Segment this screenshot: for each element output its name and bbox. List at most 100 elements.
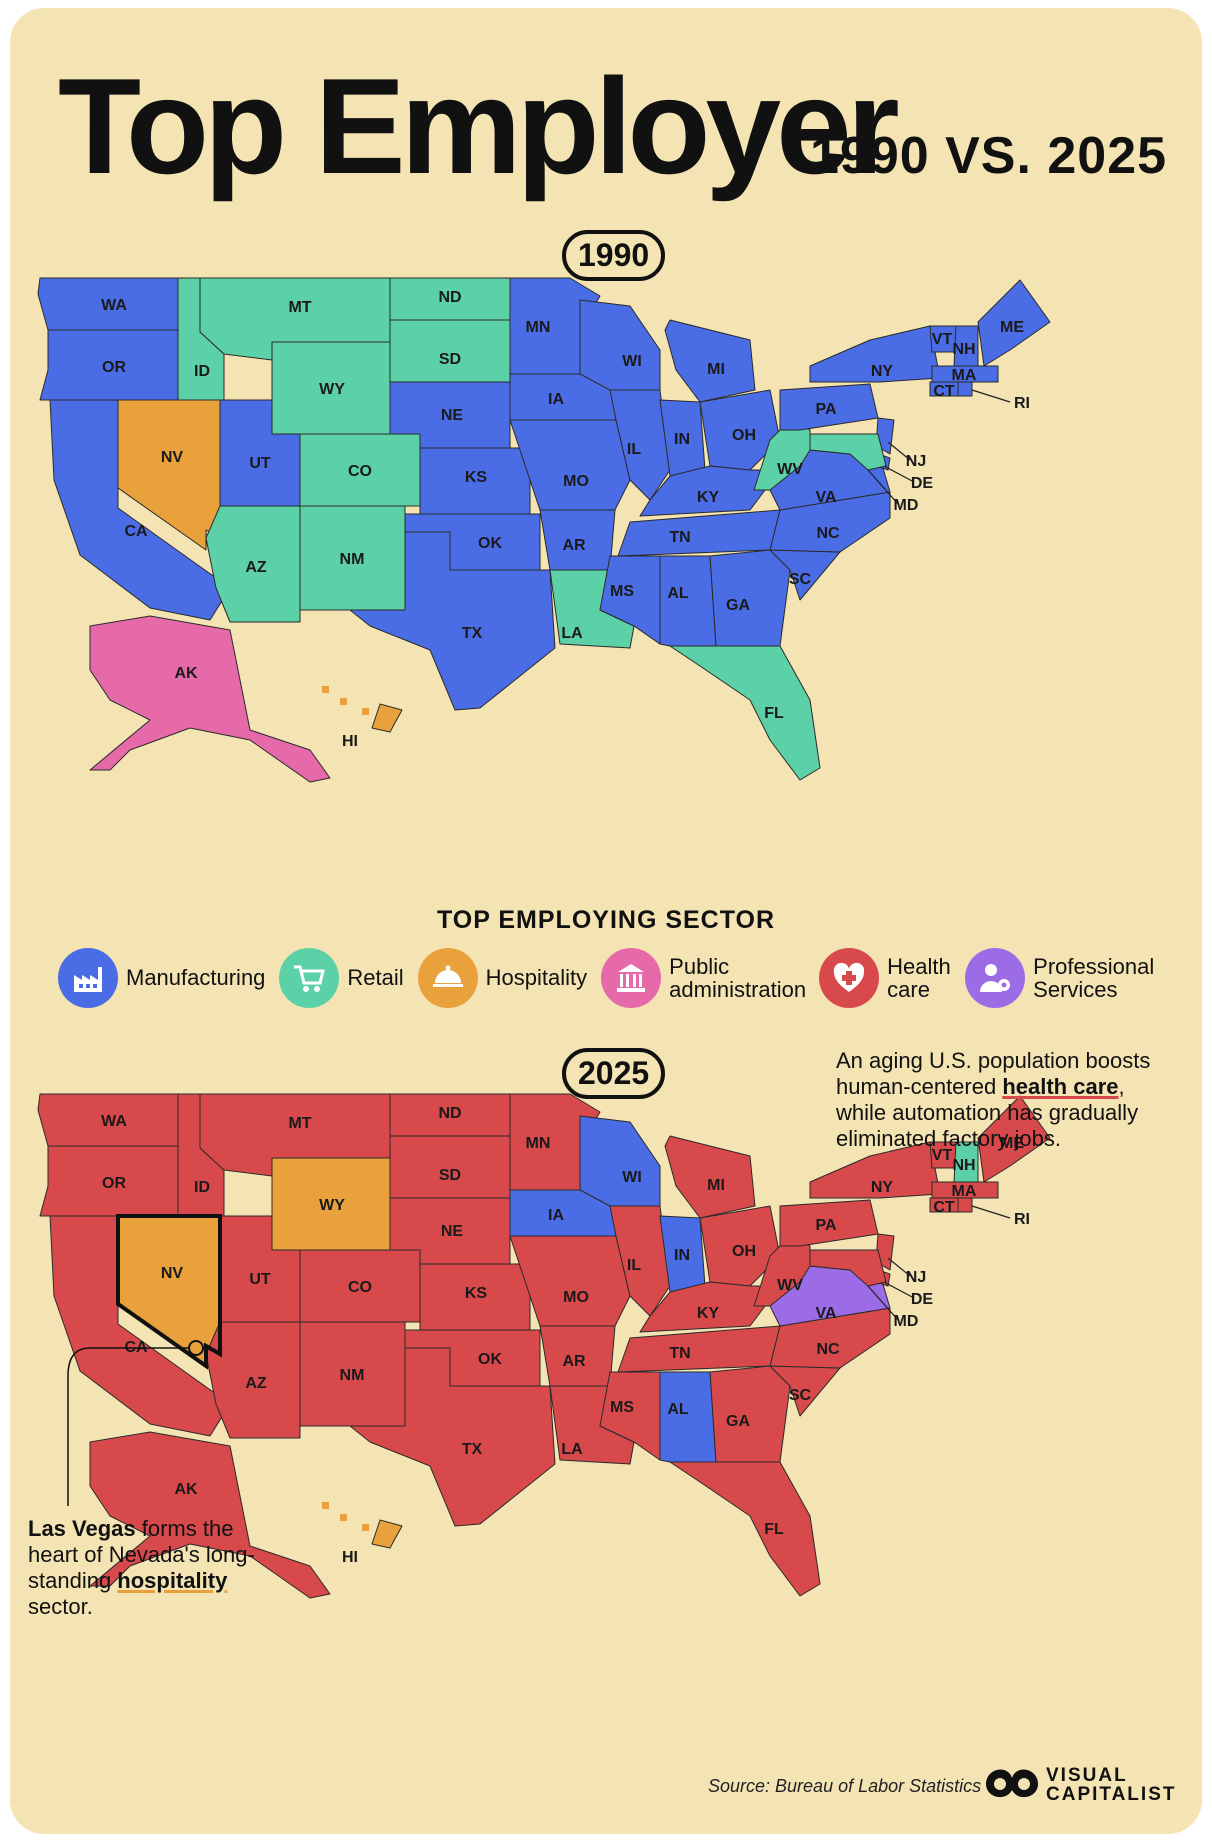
state-label-id: ID xyxy=(194,363,210,380)
hawaii-island-1 xyxy=(340,1514,347,1521)
factory-icon xyxy=(58,948,118,1008)
state-label-md: MD xyxy=(894,497,919,514)
state-tx xyxy=(349,1347,556,1527)
state-label-md: MD xyxy=(894,1313,919,1330)
state-me xyxy=(977,279,1051,367)
state-label-ne: NE xyxy=(441,1223,464,1240)
state-label-wv: WV xyxy=(777,1277,803,1294)
state-label-ia: IA xyxy=(548,1207,564,1224)
state-label-pa: PA xyxy=(815,401,836,418)
state-label-pa: PA xyxy=(815,1217,836,1234)
state-label-ks: KS xyxy=(465,469,488,486)
state-label-ga: GA xyxy=(726,1413,750,1430)
state-label-nh: NH xyxy=(952,1157,975,1174)
legend-item-retail: Retail xyxy=(279,948,404,1008)
state-label-wa: WA xyxy=(101,1113,127,1130)
state-label-ri: RI xyxy=(1014,1211,1030,1228)
state-label-co: CO xyxy=(348,1279,372,1296)
state-label-wi: WI xyxy=(622,353,642,370)
legend-item-professional-services: Professional Services xyxy=(965,948,1155,1008)
leader-line-de xyxy=(883,465,915,483)
state-label-co: CO xyxy=(348,463,372,480)
year-badge-1990: 1990 xyxy=(562,230,666,282)
state-label-or: OR xyxy=(102,359,126,376)
state-label-hi: HI xyxy=(342,1549,358,1566)
leader-line-nj xyxy=(887,1257,911,1277)
state-ak xyxy=(89,615,331,783)
state-label-tx: TX xyxy=(462,625,483,642)
state-label-ny: NY xyxy=(871,363,894,380)
legend: Manufacturing Retail Hospitality Public … xyxy=(58,948,1167,1008)
legend-label: Professional Services xyxy=(1033,953,1155,1002)
state-ms xyxy=(599,1371,661,1461)
legend-label: Public administration xyxy=(669,953,807,1002)
state-label-sc: SC xyxy=(789,571,812,588)
state-label-nc: NC xyxy=(816,525,840,542)
state-label-ut: UT xyxy=(249,1271,271,1288)
state-label-ne: NE xyxy=(441,407,464,424)
state-label-az: AZ xyxy=(245,1375,267,1392)
state-label-ct: CT xyxy=(933,383,955,400)
hawaii-island-0 xyxy=(322,1502,329,1509)
state-wi xyxy=(579,1115,661,1207)
hawaii-island-0 xyxy=(322,686,329,693)
state-label-mn: MN xyxy=(526,1135,551,1152)
state-label-me: ME xyxy=(1000,319,1024,336)
state-label-ky: KY xyxy=(697,1305,720,1322)
state-label-oh: OH xyxy=(732,427,756,444)
state-label-ar: AR xyxy=(562,537,586,554)
state-label-az: AZ xyxy=(245,559,267,576)
leader-line-nj xyxy=(887,441,911,461)
state-label-fl: FL xyxy=(764,705,784,722)
state-ri xyxy=(957,1197,973,1213)
visual-capitalist-logo-icon xyxy=(986,1769,1038,1798)
state-label-ia: IA xyxy=(548,391,564,408)
state-label-tn: TN xyxy=(669,529,690,546)
page-subtitle: 1990 VS. 2025 xyxy=(810,127,1168,185)
state-pa xyxy=(779,383,879,431)
state-label-ok: OK xyxy=(478,535,502,552)
state-label-nj: NJ xyxy=(906,453,926,470)
state-mo xyxy=(509,1235,631,1327)
state-ga xyxy=(709,549,791,647)
infographic-card: Top Employer 1990 VS. 2025 1990 WA OR CA NV… xyxy=(10,8,1202,1834)
leader-line-ri xyxy=(971,389,1011,403)
state-label-la: LA xyxy=(561,1441,583,1458)
professional-gear-icon xyxy=(965,948,1026,1008)
state-label-fl: FL xyxy=(764,1521,784,1538)
state-label-mn: MN xyxy=(526,319,551,336)
state-me xyxy=(977,1095,1051,1183)
state-label-vt: VT xyxy=(932,1147,953,1164)
state-label-mi: MI xyxy=(707,361,725,378)
state-label-nd: ND xyxy=(438,1105,461,1122)
nevada-highlight-outline xyxy=(116,1214,222,1370)
leader-line-md xyxy=(867,469,899,505)
legend-item-hospitality: Hospitality xyxy=(417,948,588,1008)
state-label-vt: VT xyxy=(932,331,953,348)
state-label-ga: GA xyxy=(726,597,750,614)
state-label-va: VA xyxy=(815,489,836,506)
state-label-ms: MS xyxy=(610,583,634,600)
state-ak xyxy=(89,1431,331,1599)
hawaii-island-1 xyxy=(340,698,347,705)
state-label-in: IN xyxy=(674,1247,690,1264)
visual-capitalist-wordmark: VISUAL CAPITALIST xyxy=(1046,1765,1177,1805)
state-ri xyxy=(957,381,973,397)
legend-label: Hospitality xyxy=(485,965,588,991)
state-label-ca: CA xyxy=(124,523,148,540)
state-label-ms: MS xyxy=(610,1399,634,1416)
state-label-ak: AK xyxy=(174,1481,198,1498)
state-label-wy: WY xyxy=(319,1197,345,1214)
leader-line-ri xyxy=(971,1205,1011,1219)
state-label-al: AL xyxy=(667,585,689,602)
state-ga xyxy=(709,1365,791,1463)
legend-label: Manufacturing xyxy=(126,965,266,991)
state-label-ky: KY xyxy=(697,489,720,506)
state-label-tn: TN xyxy=(669,1345,690,1362)
state-label-mo: MO xyxy=(563,473,589,490)
year-badge-2025: 2025 xyxy=(562,1048,666,1100)
state-label-mt: MT xyxy=(288,299,311,316)
state-tx xyxy=(349,531,556,711)
legend-label: Health care xyxy=(887,953,951,1002)
government-building-icon xyxy=(601,948,662,1008)
